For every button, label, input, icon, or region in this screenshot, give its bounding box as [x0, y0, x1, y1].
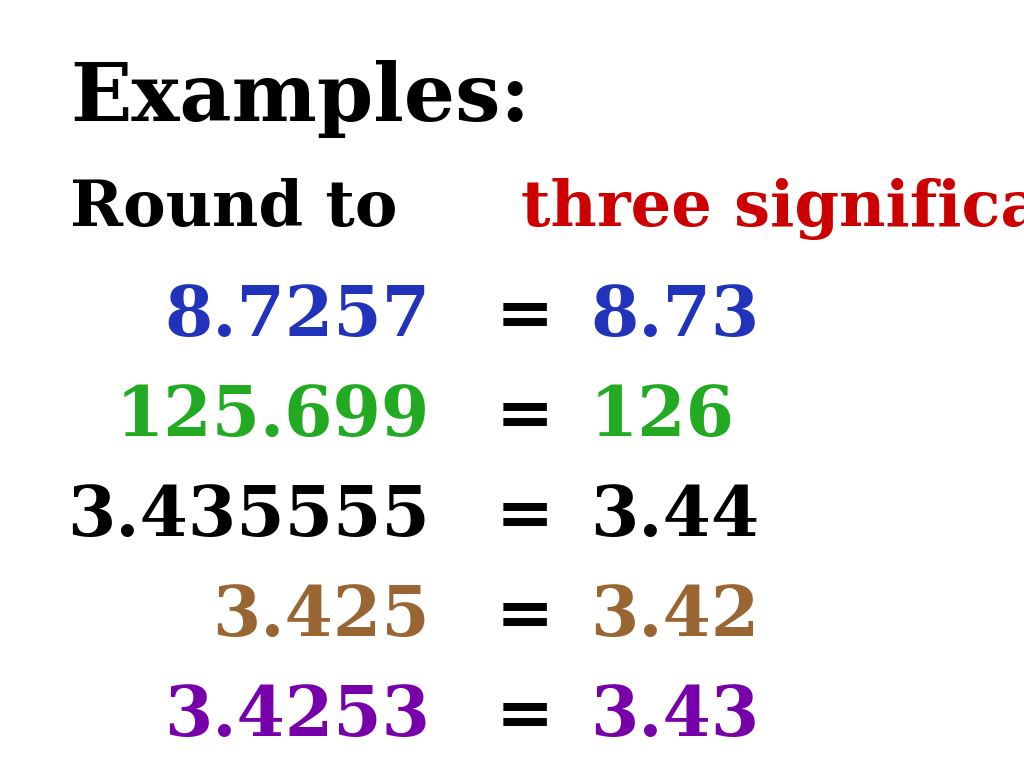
Text: Examples:: Examples:: [70, 60, 530, 138]
Text: 3.44: 3.44: [590, 483, 759, 550]
Text: =: =: [496, 483, 554, 550]
Text: 8.7257: 8.7257: [164, 283, 430, 350]
Text: 8.73: 8.73: [590, 283, 759, 350]
Text: 125.699: 125.699: [116, 383, 430, 450]
Text: =: =: [496, 683, 554, 750]
Text: 3.435555: 3.435555: [68, 483, 430, 550]
Text: 3.42: 3.42: [590, 583, 759, 650]
Text: three significant figures: three significant figures: [521, 178, 1024, 240]
Text: =: =: [496, 383, 554, 450]
Text: =: =: [496, 583, 554, 650]
Text: 3.4253: 3.4253: [164, 683, 430, 750]
Text: 126: 126: [590, 383, 735, 450]
Text: 3.425: 3.425: [212, 583, 430, 650]
Text: 3.43: 3.43: [590, 683, 759, 750]
Text: Round to: Round to: [70, 178, 420, 239]
Text: =: =: [496, 283, 554, 350]
